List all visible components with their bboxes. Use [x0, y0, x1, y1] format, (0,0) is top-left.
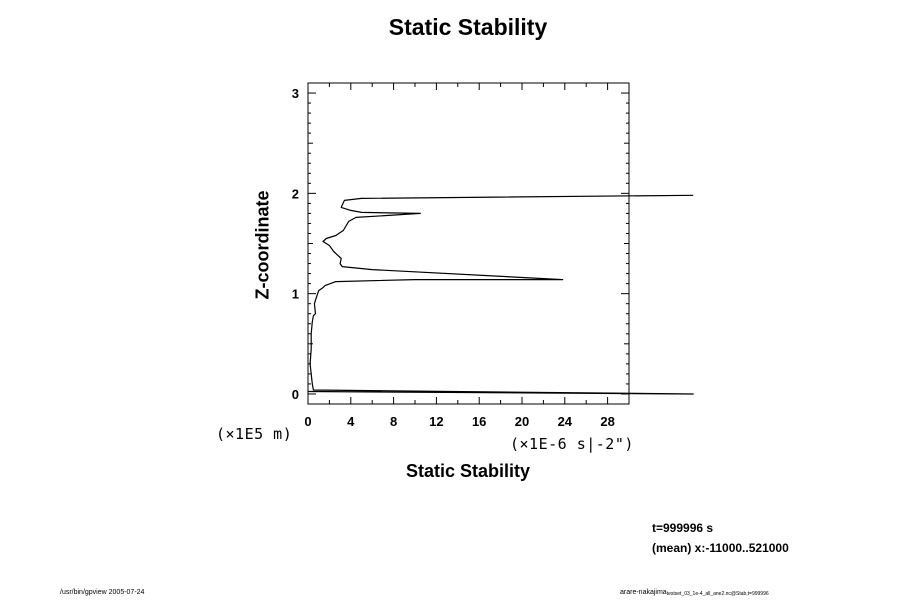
time-info: t=999996 s	[652, 521, 714, 535]
x-tick-label: 12	[429, 414, 443, 429]
footer-command: /usr/bin/gpview 2005-07-24	[60, 589, 145, 596]
x-tick-label: 20	[515, 414, 529, 429]
series-line-0	[307, 194, 694, 395]
y-tick-label: 3	[292, 86, 299, 101]
x-tick-label: 8	[390, 414, 397, 429]
x-tick-label: 4	[347, 414, 355, 429]
y-tick-label: 2	[292, 186, 299, 201]
y-axis-unit: (×1E5 m)	[216, 425, 293, 443]
mean-info: (mean) x:-11000..521000	[652, 541, 789, 555]
y-axis-label: Z-coordinate	[252, 190, 273, 300]
chart-title: Static Stability	[388, 14, 548, 40]
footer-source-main: arare-nakajima	[620, 589, 667, 596]
x-tick-label: 16	[472, 414, 486, 429]
plot-frame	[307, 82, 630, 405]
footer-source-file: testset_03_1e-4_all_ane2.nc@Stab,t=99999…	[666, 591, 769, 597]
x-tick-label: 28	[600, 414, 614, 429]
x-tick-label: 0	[304, 414, 311, 429]
footer-source: arare-nakajimatestset_03_1e-4_all_ane2.n…	[620, 589, 769, 597]
y-tick-label: 1	[292, 287, 299, 302]
x-axis-unit: (×1E-6 s|-2")	[510, 435, 634, 453]
y-tick-label: 0	[292, 387, 299, 402]
x-tick-label: 24	[558, 414, 573, 429]
x-axis-label: Static Stability	[405, 461, 531, 481]
